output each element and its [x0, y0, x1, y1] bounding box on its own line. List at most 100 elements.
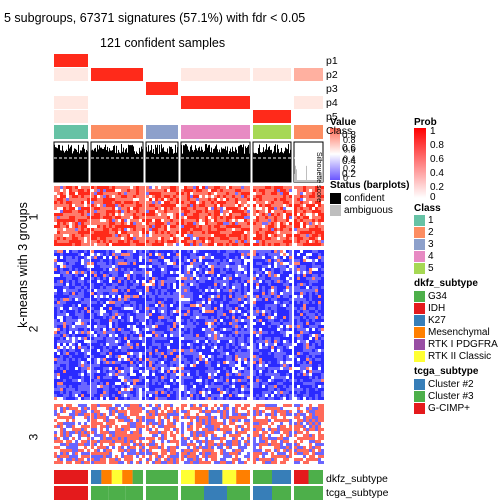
heatmap-cell — [226, 334, 229, 337]
heatmap-cell — [232, 307, 235, 310]
heatmap-cell — [173, 397, 176, 400]
heatmap-cell — [297, 186, 300, 189]
heatmap-cell — [211, 268, 214, 271]
heatmap-cell — [214, 343, 217, 346]
heatmap-cell — [130, 219, 133, 222]
heatmap-cell — [232, 319, 235, 322]
heatmap-cell — [173, 325, 176, 328]
heatmap-cell — [220, 343, 223, 346]
heatmap-cell — [161, 388, 164, 391]
heatmap-cell — [136, 253, 139, 256]
heatmap-cell — [321, 210, 324, 213]
heatmap-cell — [315, 210, 318, 213]
heatmap-cell — [190, 225, 193, 228]
heatmap-cell — [259, 253, 262, 256]
heatmap-cell — [100, 283, 103, 286]
heatmap-cell — [149, 391, 152, 394]
heatmap-cell — [118, 250, 121, 253]
heatmap-cell — [173, 376, 176, 379]
heatmap-cell — [75, 277, 78, 280]
heatmap-cell — [106, 201, 109, 204]
heatmap-cell — [176, 307, 179, 310]
heatmap-cell — [72, 304, 75, 307]
heatmap-cell — [133, 307, 136, 310]
heatmap-cell — [94, 355, 97, 358]
heatmap-cell — [118, 349, 121, 352]
heatmap-cell — [118, 316, 121, 319]
heatmap-cell — [164, 201, 167, 204]
heatmap-cell — [54, 394, 57, 397]
heatmap-cell — [78, 274, 81, 277]
heatmap-cell — [57, 331, 60, 334]
heatmap-cell — [217, 379, 220, 382]
heatmap-cell — [217, 367, 220, 370]
heatmap-cell — [235, 189, 238, 192]
heatmap-cell — [109, 349, 112, 352]
heatmap-cell — [205, 189, 208, 192]
heatmap-cell — [229, 280, 232, 283]
heatmap-cell — [235, 271, 238, 274]
heatmap-cell — [184, 361, 187, 364]
heatmap-cell — [268, 243, 271, 246]
heatmap-cell — [238, 243, 241, 246]
heatmap-cell — [271, 222, 274, 225]
heatmap-cell — [158, 277, 161, 280]
heatmap-cell — [60, 237, 63, 240]
heatmap-cell — [223, 234, 226, 237]
heatmap-cell — [75, 292, 78, 295]
heatmap-cell — [184, 340, 187, 343]
heatmap-cell — [158, 268, 161, 271]
heatmap-cell — [164, 355, 167, 358]
heatmap-cell — [217, 186, 220, 189]
heatmap-cell — [100, 195, 103, 198]
heatmap-cell — [199, 286, 202, 289]
heatmap-cell — [167, 186, 170, 189]
heatmap-cell — [205, 322, 208, 325]
heatmap-cell — [196, 376, 199, 379]
heatmap-cell — [196, 268, 199, 271]
heatmap-cell — [173, 394, 176, 397]
heatmap-cell — [94, 259, 97, 262]
heatmap-cell — [241, 240, 244, 243]
heatmap-cell — [220, 367, 223, 370]
heatmap-cell — [235, 219, 238, 222]
heatmap-cell — [223, 192, 226, 195]
heatmap-cell — [136, 222, 139, 225]
heatmap-cell — [60, 250, 63, 253]
heatmap-cell — [139, 240, 142, 243]
heatmap-cell — [196, 319, 199, 322]
heatmap-cell — [69, 259, 72, 262]
heatmap-cell — [69, 310, 72, 313]
heatmap-cell — [223, 265, 226, 268]
heatmap-cell — [100, 210, 103, 213]
heatmap-cell — [103, 307, 106, 310]
heatmap-cell — [124, 379, 127, 382]
heatmap-cell — [152, 313, 155, 316]
heatmap-cell — [265, 201, 268, 204]
heatmap-cell — [152, 385, 155, 388]
heatmap-cell — [205, 352, 208, 355]
heatmap-cell — [84, 186, 87, 189]
heatmap-cell — [136, 343, 139, 346]
heatmap-cell — [196, 388, 199, 391]
heatmap-cell — [318, 237, 321, 240]
heatmap-cell — [202, 268, 205, 271]
heatmap-cell — [286, 192, 289, 195]
heatmap-cell — [217, 280, 220, 283]
heatmap-cell — [208, 283, 211, 286]
heatmap-cell — [115, 192, 118, 195]
heatmap-cell — [106, 310, 109, 313]
heatmap-cell — [133, 361, 136, 364]
heatmap-cell — [262, 207, 265, 210]
heatmap-cell — [106, 337, 109, 340]
heatmap-cell — [170, 268, 173, 271]
heatmap-cell — [121, 373, 124, 376]
heatmap-cell — [205, 361, 208, 364]
heatmap-cell — [181, 307, 184, 310]
heatmap-cell — [60, 231, 63, 234]
heatmap-cell — [173, 277, 176, 280]
heatmap-cell — [109, 397, 112, 400]
heatmap-cell — [146, 334, 149, 337]
heatmap-cell — [223, 373, 226, 376]
heatmap-cell — [190, 304, 193, 307]
